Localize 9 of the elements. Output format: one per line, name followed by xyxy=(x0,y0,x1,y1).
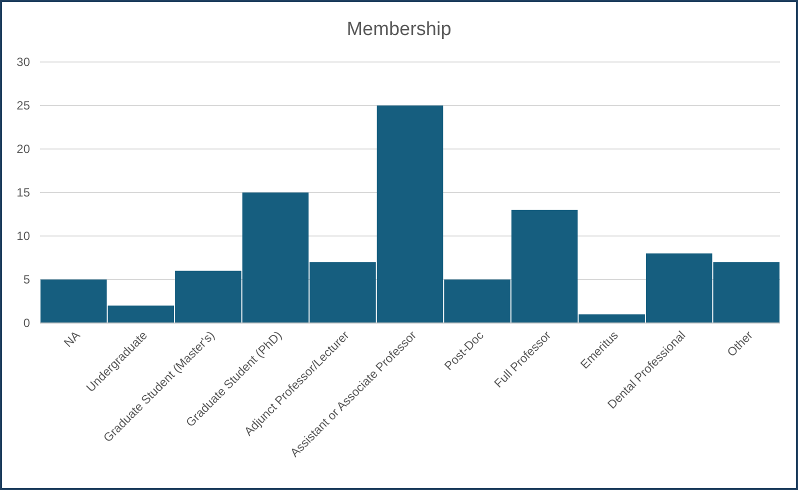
y-tick-label: 10 xyxy=(16,229,30,244)
y-tick-label: 5 xyxy=(23,272,30,287)
x-tick-label: NA xyxy=(61,328,83,350)
y-tick-label: 15 xyxy=(16,186,30,200)
chart-title: Membership xyxy=(346,19,452,40)
y-tick-label: 20 xyxy=(16,142,30,156)
y-tick-label: 30 xyxy=(16,55,30,70)
y-tick-label: 25 xyxy=(16,98,30,113)
y-tick-label: 0 xyxy=(23,316,30,330)
